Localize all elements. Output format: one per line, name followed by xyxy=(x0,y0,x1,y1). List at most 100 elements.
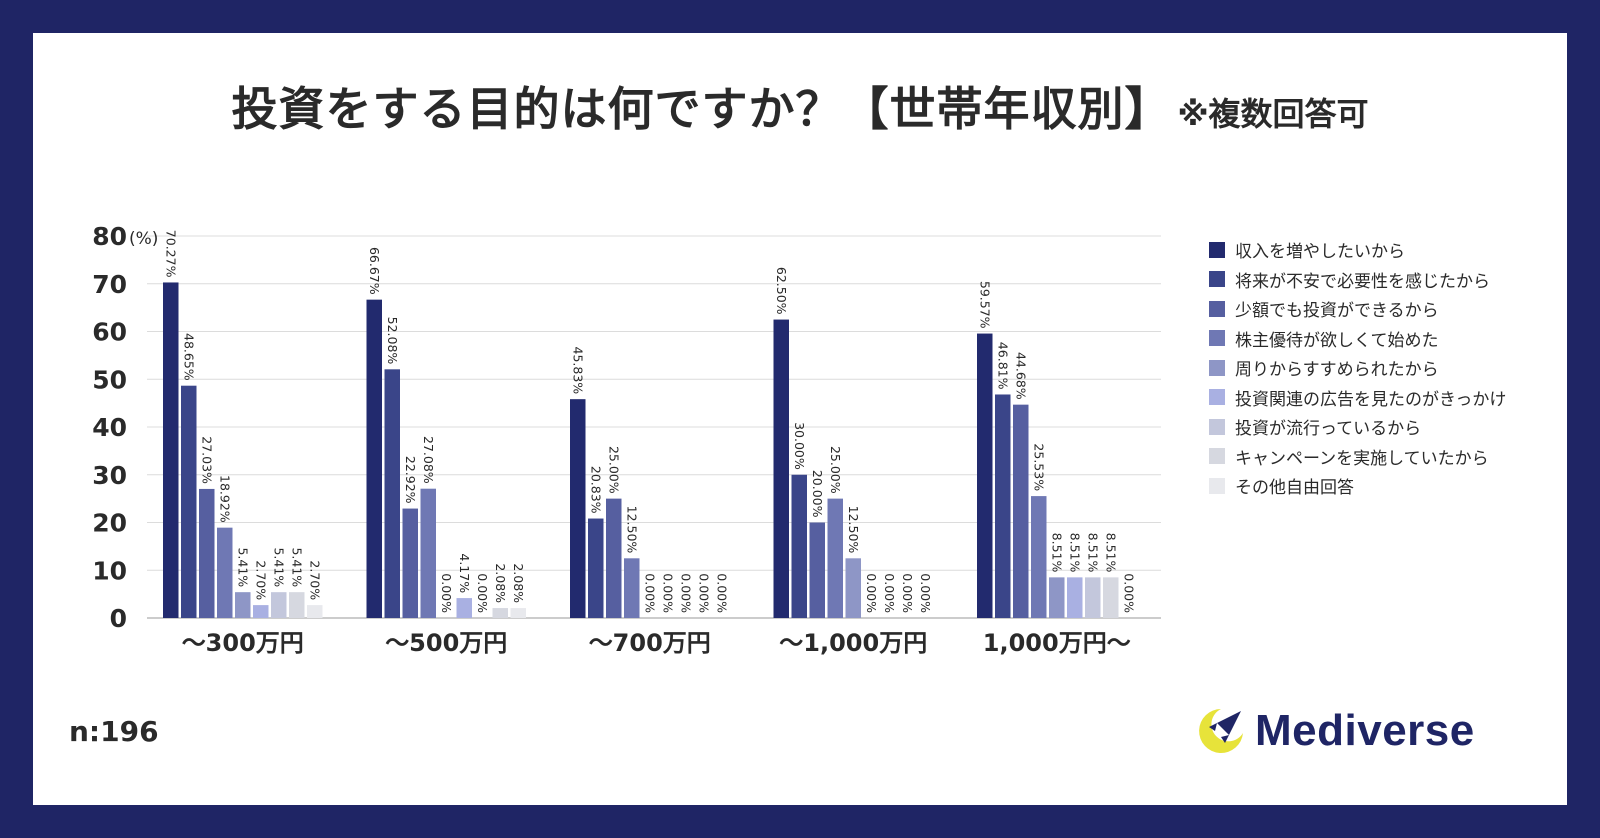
title-note: ※複数回答可 xyxy=(1177,95,1369,133)
bar xyxy=(809,522,825,618)
bar xyxy=(1031,496,1047,618)
y-tick-label: 30 xyxy=(92,461,127,490)
bar-value-label: 2.70% xyxy=(307,560,322,600)
chart-card: 投資をする目的は何ですか？【世帯年収別】 ※複数回答可 70.27% 48.65% 2… xyxy=(33,33,1567,805)
y-tick-label: 60 xyxy=(92,318,127,347)
y-tick-label: 80 xyxy=(92,222,127,251)
bar-value-label: 8.51% xyxy=(1085,533,1100,573)
legend-swatch xyxy=(1209,300,1225,317)
bar-value-label: 46.81% xyxy=(995,342,1010,390)
bar-value-label: 0.00% xyxy=(864,573,879,613)
bar-value-label: 27.03% xyxy=(199,436,214,484)
bar xyxy=(624,558,640,618)
bar-value-label: 12.50% xyxy=(846,506,861,554)
bar xyxy=(1013,404,1029,618)
legend: 収入を増やしたいから 将来が不安で必要性を感じたから少額でも投資ができるから 株主優… xyxy=(1209,235,1506,501)
bar xyxy=(995,394,1011,618)
bar-value-label: 0.00% xyxy=(1121,573,1136,613)
legend-item: 周りからすすめられたから xyxy=(1209,353,1506,383)
bar xyxy=(606,498,622,618)
bar-value-label: 5.41% xyxy=(271,547,286,587)
y-tick-label: 50 xyxy=(92,365,127,394)
bar-value-label: 30.00% xyxy=(792,422,807,470)
bar xyxy=(1049,577,1065,618)
bar-value-label: 18.92% xyxy=(217,475,232,523)
legend-swatch xyxy=(1209,389,1225,406)
legend-item: 株主優待が欲しくて始めた xyxy=(1209,324,1506,354)
bar xyxy=(253,605,269,618)
legend-swatch xyxy=(1209,418,1225,435)
bar-value-label: 12.50% xyxy=(624,506,639,554)
bar xyxy=(384,369,400,618)
bar-value-label: 25.00% xyxy=(606,446,621,494)
legend-item: 少額でも投資ができるから xyxy=(1209,294,1506,324)
bar-value-label: 48.65% xyxy=(181,333,196,381)
bar xyxy=(570,399,586,618)
legend-label: キャンペーンを実施していたから xyxy=(1235,448,1489,469)
bar-value-label: 0.00% xyxy=(475,573,490,613)
bar-value-label: 59.57% xyxy=(977,281,992,329)
bar-value-label: 44.68% xyxy=(1013,352,1028,400)
legend-label: 周りからすすめられたから xyxy=(1235,360,1439,381)
bar-value-label: 0.00% xyxy=(660,573,675,613)
bar-value-label: 0.00% xyxy=(696,573,711,613)
rocket-moon-icon xyxy=(1199,709,1243,753)
legend-label: 少額でも投資ができるから xyxy=(1235,301,1439,322)
bar-value-label: 27.08% xyxy=(421,436,436,484)
bar xyxy=(845,558,861,618)
bar-value-label: 45.83% xyxy=(570,346,585,394)
legend-item: その他自由回答 xyxy=(1209,471,1506,501)
y-tick-label: 20 xyxy=(92,509,127,538)
bar xyxy=(1067,577,1083,618)
bar xyxy=(235,592,251,618)
legend-item: 将来が不安で必要性を感じたから xyxy=(1209,265,1506,295)
title-row: 投資をする目的は何ですか？【世帯年収別】 ※複数回答可 xyxy=(33,73,1567,139)
bar-value-label: 70.27% xyxy=(163,230,178,278)
bar xyxy=(271,592,287,618)
bar xyxy=(456,598,472,618)
sample-size: n:196 xyxy=(69,715,159,748)
legend-swatch xyxy=(1209,359,1225,376)
bar xyxy=(163,282,179,618)
legend-swatch xyxy=(1209,477,1225,494)
legend-label: 株主優待が欲しくて始めた xyxy=(1235,330,1439,351)
bar-value-label: 25.53% xyxy=(1031,443,1046,491)
legend-label: 収入を増やしたいから xyxy=(1235,242,1405,263)
legend-item: 投資が流行っているから xyxy=(1209,412,1506,442)
bar-value-label: 0.00% xyxy=(900,573,915,613)
bar xyxy=(366,299,382,618)
data-labels: 70.27%48.65%27.03%18.92%5.41% 2.70% 5.41% 5… xyxy=(163,230,1136,613)
bar-value-label: 0.00% xyxy=(642,573,657,613)
brand-logo: Mediverse xyxy=(1195,705,1475,757)
legend-swatch xyxy=(1209,271,1225,288)
bar-value-label: 0.00% xyxy=(918,573,933,613)
bar xyxy=(827,498,843,618)
bar-value-label: 0.00% xyxy=(882,573,897,613)
bar-value-label: 5.41% xyxy=(289,547,304,587)
bar-value-label: 66.67% xyxy=(367,247,382,295)
bar xyxy=(773,319,789,618)
bars xyxy=(163,282,1119,618)
bar-value-label: 20.83% xyxy=(588,466,603,514)
legend-swatch xyxy=(1209,330,1225,347)
bar-value-label: 25.00% xyxy=(828,446,843,494)
bar-value-label: 2.08% xyxy=(511,563,526,603)
bar-value-label: 52.08% xyxy=(385,317,400,365)
bar xyxy=(1103,577,1119,618)
bar xyxy=(199,488,215,618)
bar-value-label: 20.00% xyxy=(810,470,825,518)
legend-swatch xyxy=(1209,241,1225,258)
bar xyxy=(977,333,993,618)
legend-item: キャンペーンを実施していたから xyxy=(1209,442,1506,472)
bar xyxy=(588,518,604,618)
bar-value-label: 0.00% xyxy=(714,573,729,613)
legend-item: 収入を増やしたいから xyxy=(1209,235,1506,265)
bar-value-label: 8.51% xyxy=(1103,533,1118,573)
legend-item: 投資関連の広告を見たのがきっかけ xyxy=(1209,383,1506,413)
bar xyxy=(181,385,197,618)
bar xyxy=(510,608,526,618)
bar-value-label: 4.17% xyxy=(457,553,472,593)
bar xyxy=(492,608,508,618)
category-label: 〜700万円 xyxy=(589,629,711,657)
axes: 0 10 20 30 40 50 60 70 80 (%) 〜300万円 〜500万円 〜700万円 〜1… xyxy=(92,222,1131,657)
